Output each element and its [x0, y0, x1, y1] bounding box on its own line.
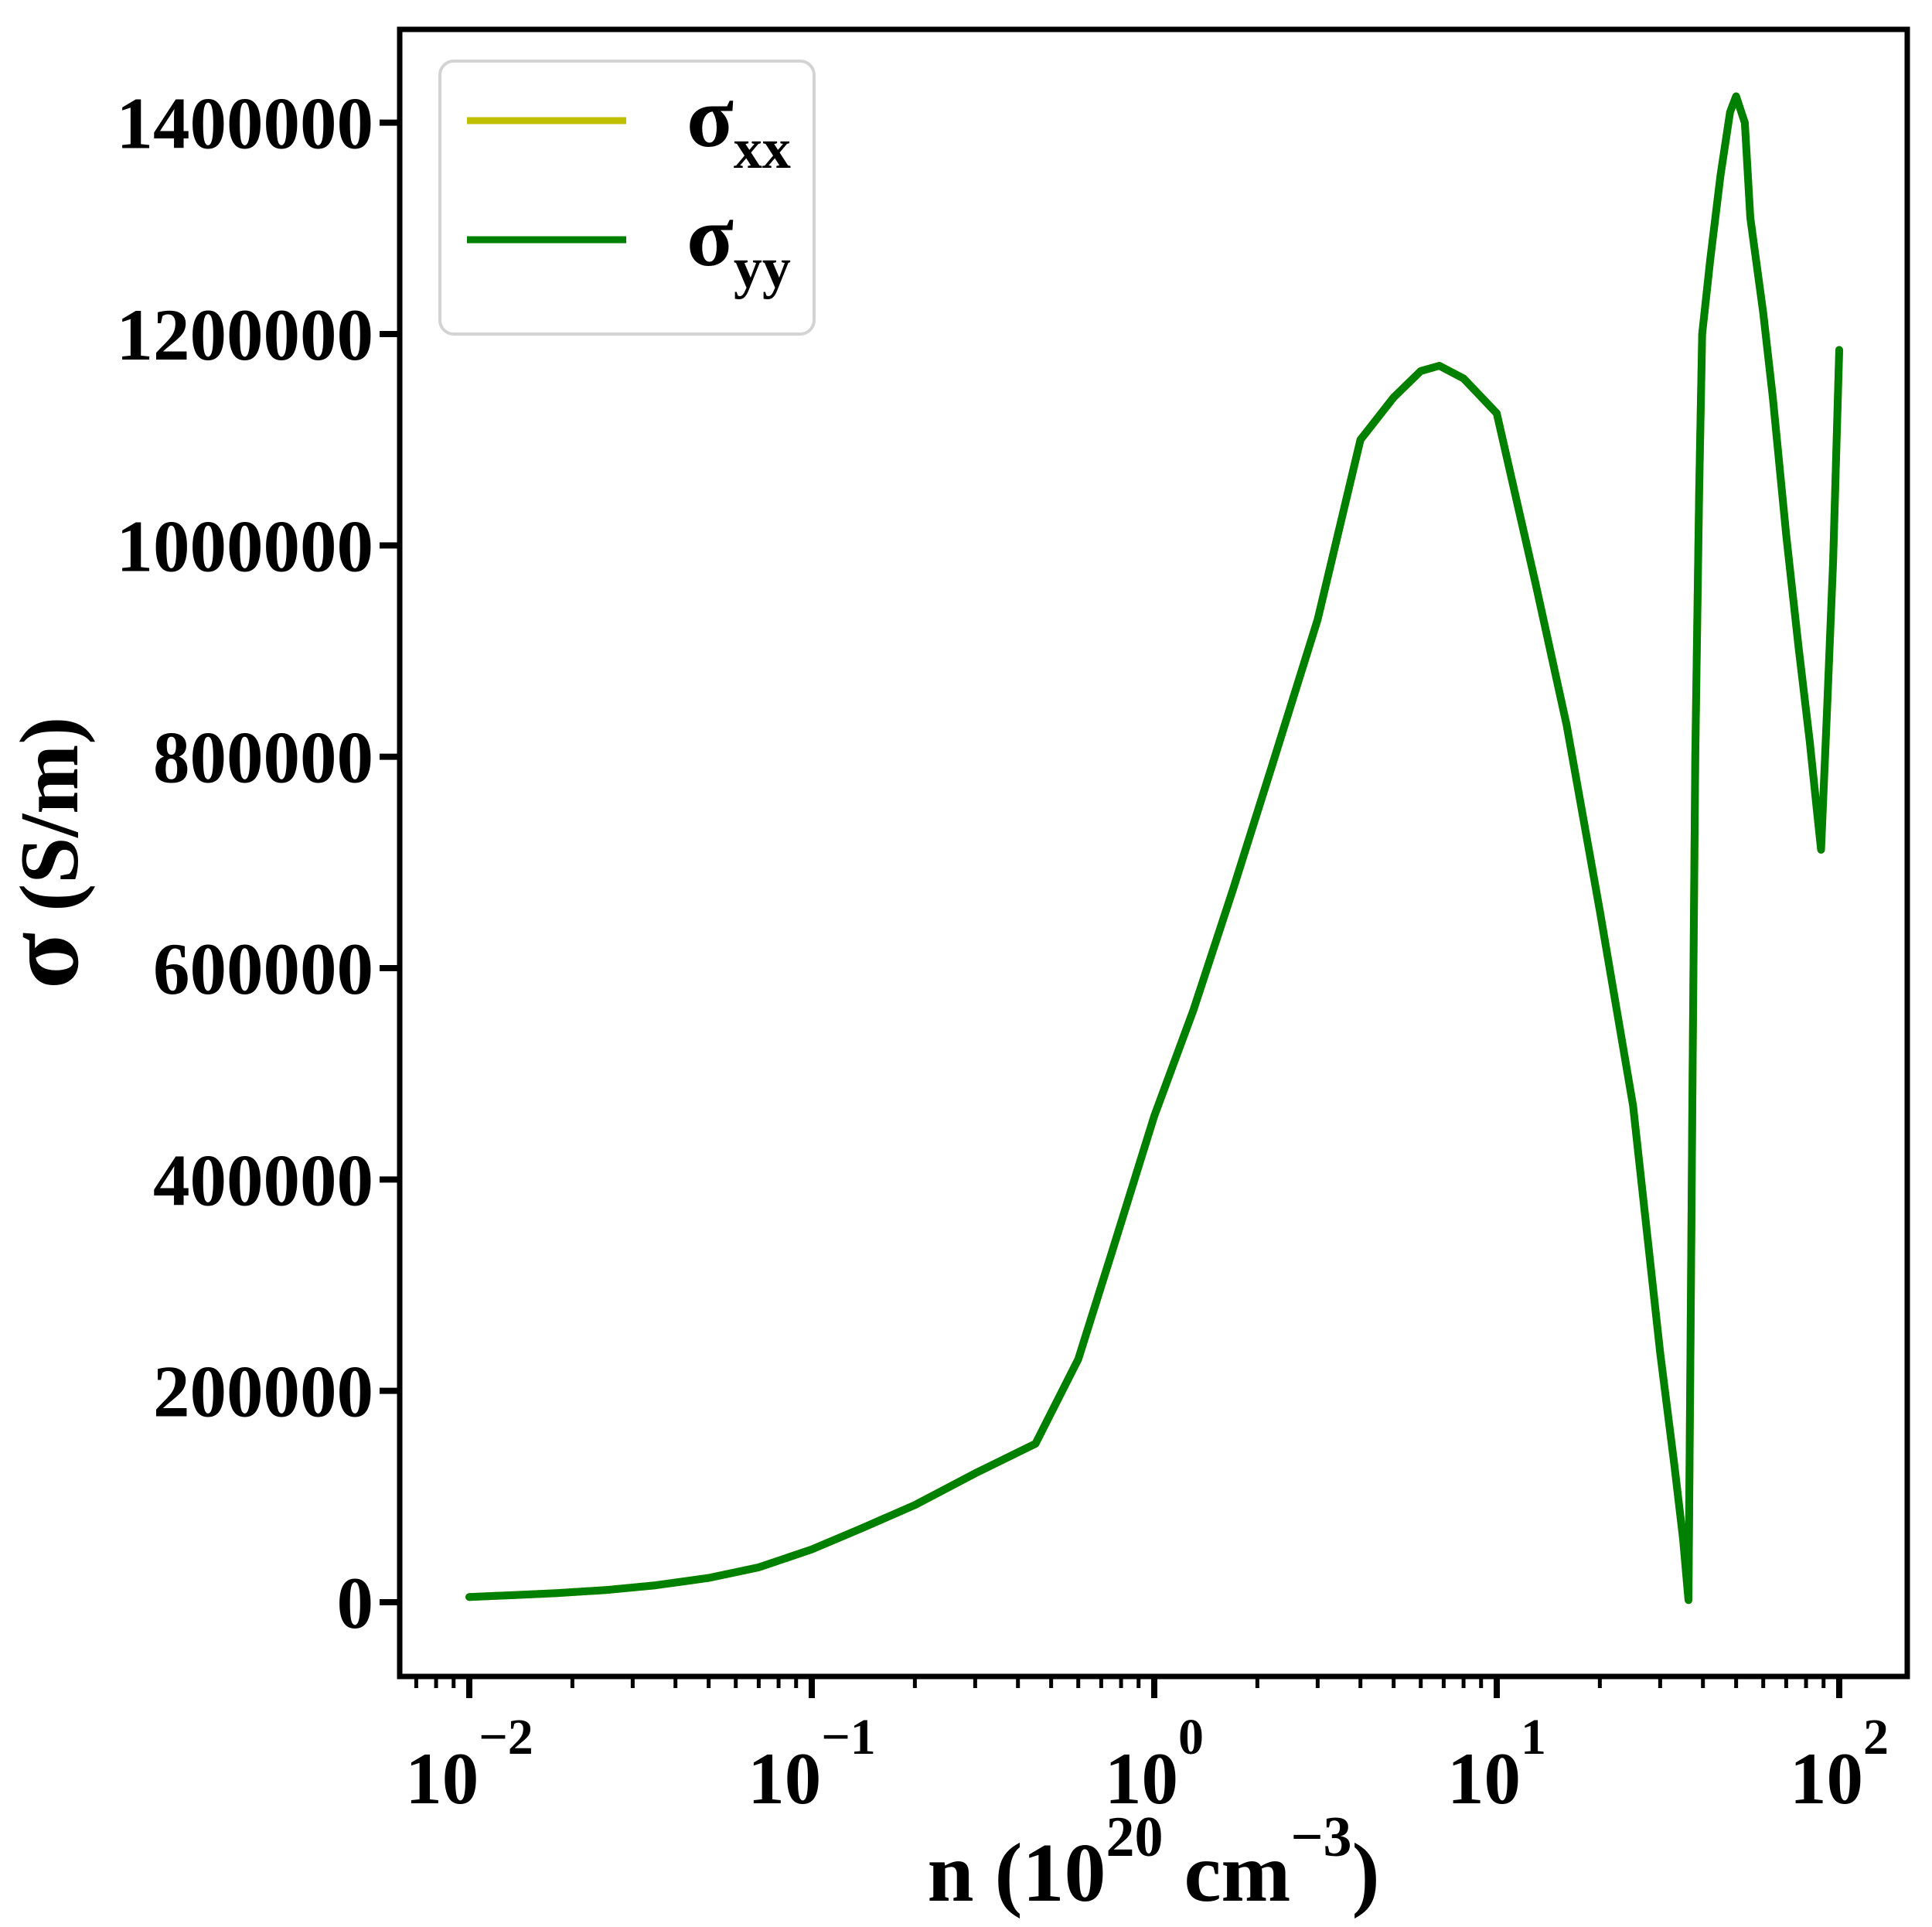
- y-tick-label: 1200000: [117, 294, 374, 376]
- x-tick-label: 10−2: [405, 1709, 533, 1820]
- x-axis-label: n (1020 cm−3): [927, 1806, 1379, 1919]
- sigma_yy-curve: [465, 92, 1843, 1605]
- curves: [465, 92, 1843, 1605]
- y-tick-label: 600000: [153, 928, 373, 1010]
- y-tick-label: 0: [337, 1562, 374, 1644]
- y-axis-label: σ (S/m): [0, 717, 101, 989]
- x-tick-label: 100: [1105, 1709, 1204, 1820]
- axis-labels: n (1020 cm−3) σ (S/m): [0, 717, 1380, 1919]
- y-tick-label: 800000: [153, 717, 373, 799]
- x-tick-label: 102: [1790, 1709, 1889, 1820]
- legend-label-yy: σyy: [687, 189, 791, 300]
- y-tick-label: 1000000: [117, 505, 374, 587]
- axis-ticks: [380, 119, 1842, 1698]
- x-tick-label: 10−1: [748, 1709, 876, 1820]
- legend-box: [438, 60, 816, 336]
- axis-tick-labels: 10−2 10−1 100 101 102 0 200000 400000 600000 8000…: [117, 83, 1889, 1820]
- legend-label-xx: σxx: [687, 70, 791, 181]
- y-tick-label: 1400000: [117, 83, 374, 165]
- y-tick-label: 400000: [153, 1139, 373, 1221]
- y-tick-label: 200000: [153, 1351, 373, 1433]
- plot-border: [397, 26, 1910, 1680]
- x-tick-label: 101: [1447, 1709, 1546, 1820]
